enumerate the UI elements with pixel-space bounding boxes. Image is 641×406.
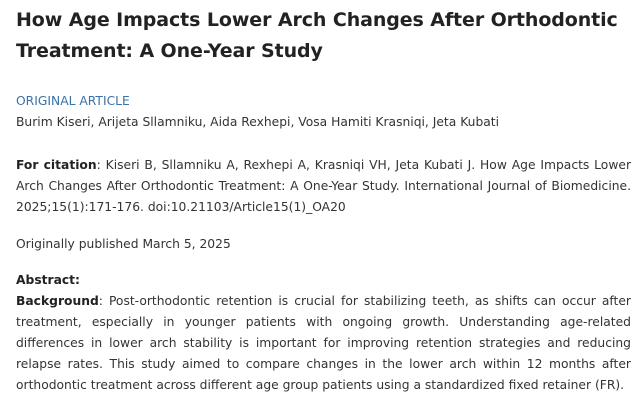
abstract-background: Background: Post-orthodontic retention i… [16, 291, 631, 396]
article-page: How Age Impacts Lower Arch Changes After… [16, 0, 631, 396]
article-type-label: ORIGINAL ARTICLE [16, 94, 130, 108]
citation-label: For citation [16, 158, 97, 172]
article-title: How Age Impacts Lower Arch Changes After… [16, 9, 618, 62]
background-text: : Post-orthodontic retention is crucial … [16, 294, 631, 392]
publication-date: Originally published March 5, 2025 [16, 237, 231, 251]
background-label: Background [16, 294, 99, 308]
author-list: Burim Kiseri, Arijeta Sllamniku, Aida Re… [16, 115, 500, 129]
citation-block: For citation: Kiseri B, Sllamniku A, Rex… [16, 155, 631, 218]
citation-text: : Kiseri B, Sllamniku A, Rexhepi A, Kras… [16, 158, 632, 214]
abstract-heading: Abstract: [16, 273, 80, 287]
